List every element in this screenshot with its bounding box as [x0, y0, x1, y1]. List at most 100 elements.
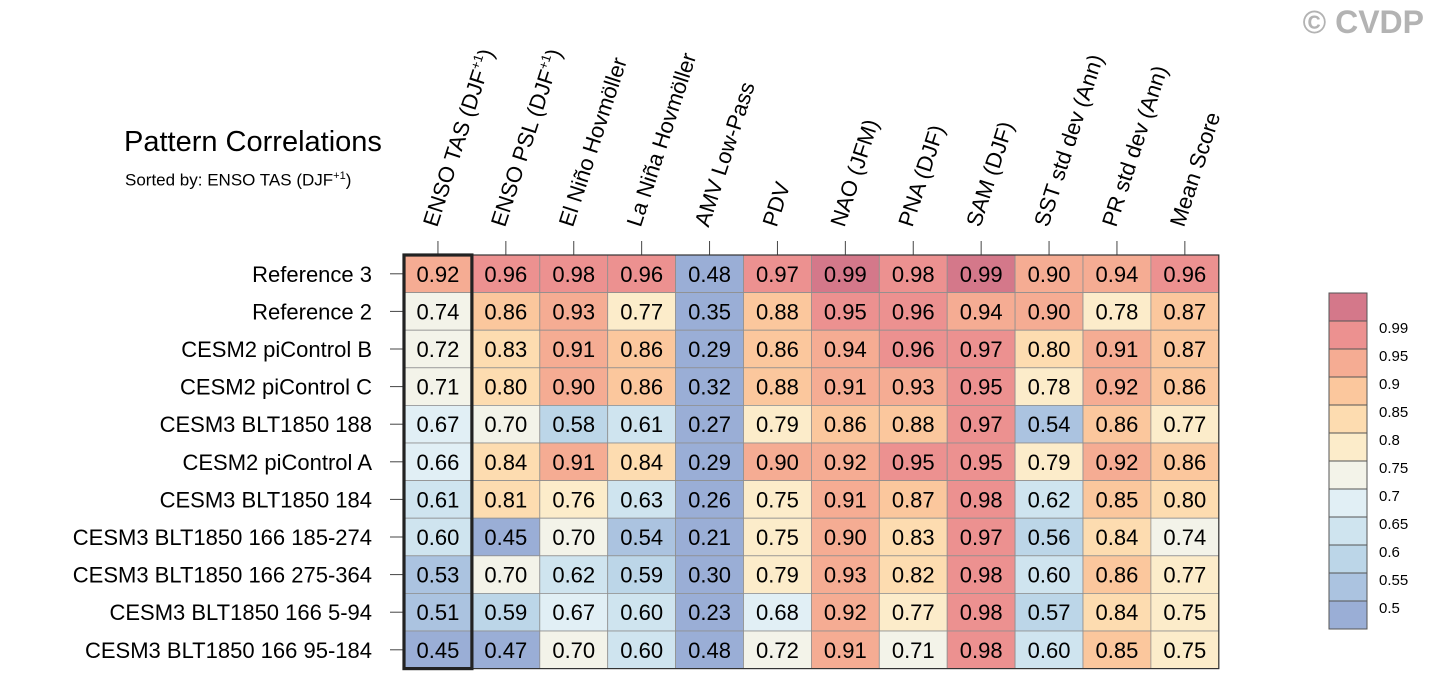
- column-label: PNA (DJF): [893, 122, 949, 230]
- row-label: CESM3 BLT1850 166 185-274: [73, 525, 372, 550]
- cell-value-r3-c3: 0.86: [620, 375, 663, 400]
- row-label: CESM2 piControl C: [180, 375, 372, 400]
- colorbar-segment: [1329, 545, 1367, 573]
- cell-r8-c4: [675, 555, 744, 594]
- column-label-text: ENSO PSL (DJF: [486, 67, 560, 230]
- cell-r9-c1: [471, 593, 541, 632]
- cell-value-r3-c10: 0.92: [1096, 375, 1139, 400]
- cell-value-r3-c7: 0.93: [892, 375, 935, 400]
- chart-subtitle: Sorted by: ENSO TAS (DJF+1): [125, 170, 351, 191]
- cell-value-r9-c2: 0.67: [552, 600, 595, 625]
- cell-r9-c4: [675, 593, 744, 632]
- cell-r0-c7: [878, 254, 948, 293]
- cell-value-r5-c3: 0.84: [620, 450, 663, 475]
- colorbar: 0.5 0.55 0.6 0.65 0.7 0.75 0.8 0.85 0.9 0.95 0.99: [1328, 292, 1408, 630]
- cell-value-r10-c9: 0.60: [1028, 638, 1071, 663]
- cell-value-r2-c11: 0.87: [1163, 337, 1206, 362]
- cell-value-r1-c10: 0.78: [1096, 299, 1139, 324]
- column-label: AMV Low-Pass: [690, 79, 760, 230]
- colorbar-label: 0.8: [1379, 432, 1400, 449]
- cell-value-r2-c9: 0.80: [1028, 337, 1071, 362]
- cell-r8-c2: [539, 555, 609, 594]
- cell-value-r2-c10: 0.91: [1096, 337, 1139, 362]
- cell-value-r9-c4: 0.23: [688, 600, 731, 625]
- cell-value-r6-c1: 0.81: [484, 487, 527, 512]
- cell-r1-c5: [743, 292, 812, 331]
- cell-r0-c2: [539, 254, 609, 293]
- cell-value-r5-c9: 0.79: [1028, 450, 1071, 475]
- cell-r6-c7: [878, 480, 948, 519]
- cell-value-r0-c7: 0.98: [892, 262, 935, 287]
- cell-r1-c11: [1150, 292, 1220, 331]
- cell-value-r8-c10: 0.86: [1096, 563, 1139, 588]
- cell-r9-c0: [403, 593, 473, 632]
- cell-value-r3-c6: 0.91: [824, 375, 867, 400]
- cell-value-r10-c10: 0.85: [1096, 638, 1139, 663]
- cell-r3-c11: [1150, 367, 1220, 406]
- cell-value-r10-c4: 0.48: [688, 638, 731, 663]
- cell-value-r1-c8: 0.94: [960, 299, 1003, 324]
- cell-r0-c10: [1082, 254, 1152, 293]
- cell-r7-c7: [878, 517, 948, 557]
- column-label-superscript: +1: [467, 52, 486, 71]
- cell-value-r4-c4: 0.27: [688, 412, 731, 437]
- cell-value-r2-c8: 0.97: [960, 337, 1003, 362]
- row-label: CESM3 BLT1850 184: [160, 487, 372, 512]
- cell-r6-c6: [811, 480, 880, 519]
- cell-value-r9-c8: 0.98: [960, 600, 1003, 625]
- column-label: NAO (JFM): [825, 116, 883, 229]
- cell-value-r2-c4: 0.29: [688, 337, 731, 362]
- cell-r2-c1: [471, 329, 541, 369]
- cell-r7-c4: [675, 517, 744, 557]
- colorbar-segment: [1329, 349, 1367, 377]
- copyright-label: © CVDP: [1302, 4, 1424, 40]
- colorbar-label: 0.9: [1379, 376, 1400, 393]
- cell-value-r8-c0: 0.53: [417, 563, 460, 588]
- colorbar-segment: [1329, 293, 1367, 321]
- cell-value-r4-c0: 0.67: [417, 412, 460, 437]
- cell-value-r2-c5: 0.86: [756, 337, 799, 362]
- cell-r1-c7: [878, 292, 948, 331]
- cell-r3-c1: [471, 367, 541, 406]
- cell-value-r10-c0: 0.45: [417, 638, 460, 663]
- cell-r4-c4: [675, 404, 744, 444]
- cell-value-r8-c4: 0.30: [688, 563, 731, 588]
- colorbar-label: 0.95: [1379, 348, 1408, 365]
- cell-value-r0-c9: 0.90: [1028, 262, 1071, 287]
- cell-value-r4-c3: 0.61: [620, 412, 663, 437]
- cell-value-r0-c0: 0.92: [417, 262, 460, 287]
- column-label-text: El Niño Hovmöller: [554, 54, 632, 229]
- cell-value-r9-c10: 0.84: [1096, 600, 1139, 625]
- cell-value-r7-c2: 0.70: [552, 525, 595, 550]
- column-label: SST std dev (Ann): [1029, 51, 1108, 229]
- row-label: Reference 2: [252, 299, 372, 324]
- cell-value-r7-c0: 0.60: [417, 525, 460, 550]
- cell-r10-c4: [675, 630, 744, 669]
- cell-r1-c3: [607, 292, 677, 331]
- cell-r7-c5: [743, 517, 812, 557]
- cell-value-r9-c6: 0.92: [824, 600, 867, 625]
- cell-value-r6-c5: 0.75: [756, 487, 799, 512]
- cell-r6-c1: [471, 480, 541, 519]
- cell-value-r5-c5: 0.90: [756, 450, 799, 475]
- cell-r3-c9: [1014, 367, 1084, 406]
- cell-r3-c6: [811, 367, 880, 406]
- cell-r8-c5: [743, 555, 812, 594]
- cell-value-r4-c6: 0.86: [824, 412, 867, 437]
- row-label: CESM3 BLT1850 166 95-184: [85, 638, 372, 663]
- column-label-text: PNA (DJF): [893, 122, 949, 230]
- cell-value-r8-c9: 0.60: [1028, 563, 1071, 588]
- cell-value-r6-c6: 0.91: [824, 487, 867, 512]
- row-label: CESM3 BLT1850 166 5-94: [109, 600, 372, 625]
- column-label-text: SAM (DJF): [961, 118, 1018, 229]
- cell-value-r6-c11: 0.80: [1163, 487, 1206, 512]
- cell-value-r9-c1: 0.59: [484, 600, 527, 625]
- colorbar-label: 0.5: [1379, 600, 1400, 617]
- cell-r0-c9: [1014, 254, 1084, 293]
- cell-r5-c3: [607, 442, 677, 481]
- heatmap-cells: 0.92 0.96 0.98 0.96 0.48 0.97 0.99 0.98 0.99 0.90…: [402, 253, 1220, 671]
- column-label-text: PR std dev (Ann): [1097, 63, 1173, 230]
- cell-value-r0-c4: 0.48: [688, 262, 731, 287]
- cell-r7-c6: [811, 517, 880, 557]
